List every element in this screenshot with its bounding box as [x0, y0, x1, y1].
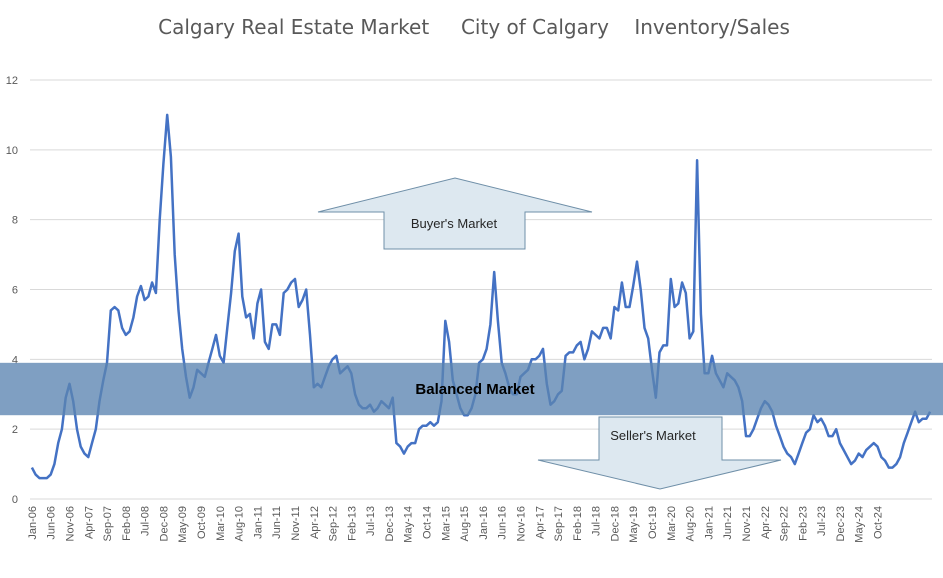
x-tick-label: Oct-14 [422, 506, 434, 539]
x-tick-label: Mar-20 [666, 506, 678, 541]
x-tick-label: Jul-08 [140, 506, 152, 536]
x-tick-label: Jun-11 [271, 506, 283, 539]
x-tick-label: Dec-13 [384, 506, 396, 541]
sellers-market-label: Seller's Market [610, 428, 696, 443]
y-tick-label: 6 [12, 285, 18, 297]
x-tick-label: Jul-23 [816, 506, 828, 536]
x-tick-label: May-09 [177, 506, 189, 543]
x-tick-label: Dec-23 [835, 506, 847, 541]
y-tick-label: 0 [12, 494, 18, 506]
x-tick-label: May-24 [854, 506, 866, 543]
x-tick-label: Aug-15 [459, 506, 471, 541]
series-layer [30, 113, 932, 480]
sellers-market-arrow-group: Seller's Market [537, 416, 782, 490]
x-tick-label: May-14 [403, 506, 415, 543]
x-tick-label: Aug-20 [685, 506, 697, 541]
x-tick-label: Feb-18 [572, 506, 584, 541]
x-axis-tick-labels: Jan-06 Jun-06 Nov-06 Apr-07 Sep-07 Feb-08 Jul-… [27, 506, 885, 543]
x-tick-label: Jan-16 [478, 506, 490, 540]
x-tick-label: Jul-13 [365, 506, 377, 536]
buyers-market-label: Buyer's Market [411, 216, 498, 231]
x-tick-label: Nov-21 [741, 506, 753, 541]
x-tick-label: Nov-11 [290, 506, 302, 541]
x-tick-label: Feb-23 [797, 506, 809, 541]
balanced-market-label: Balanced Market [415, 381, 534, 398]
x-tick-label: Jun-16 [497, 506, 509, 540]
x-tick-label: Jul-18 [591, 506, 603, 536]
x-tick-label: Sep-12 [328, 506, 340, 541]
sellers-market-down-arrow [537, 416, 782, 490]
x-tick-label: Jan-11 [252, 506, 264, 539]
x-tick-label: Apr-17 [534, 506, 546, 539]
chart-title: Calgary Real Estate Market City of Calga… [158, 15, 790, 39]
x-tick-label: Mar-10 [215, 506, 227, 541]
series-line-inventory-sales [30, 113, 932, 480]
balanced-market-band-group: Balanced Market [0, 362, 943, 416]
y-tick-label: 10 [6, 145, 18, 157]
y-tick-label: 8 [12, 215, 18, 227]
x-tick-label: Sep-22 [779, 506, 791, 541]
x-tick-label: Feb-08 [121, 506, 133, 541]
x-tick-label: Oct-09 [196, 506, 208, 539]
x-tick-label: Apr-07 [83, 506, 95, 539]
x-tick-label: Nov-06 [64, 506, 76, 541]
x-tick-label: Feb-13 [346, 506, 358, 541]
x-tick-label: Dec-08 [158, 506, 170, 541]
y-axis-tick-labels: 0 2 4 6 8 10 12 [6, 75, 18, 506]
x-tick-label: Sep-07 [102, 506, 114, 541]
x-tick-label: Nov-16 [515, 506, 527, 541]
x-tick-label: Jun-06 [46, 506, 58, 540]
y-tick-label: 12 [6, 75, 18, 87]
x-tick-label: Jan-21 [703, 506, 715, 540]
x-tick-label: Apr-12 [309, 506, 321, 539]
balanced-market-band [0, 362, 943, 416]
x-tick-label: Dec-18 [609, 506, 621, 541]
buyers-market-arrow-group: Buyer's Market [317, 177, 593, 250]
y-tick-label: 4 [12, 354, 18, 366]
x-tick-label: Jun-21 [722, 506, 734, 540]
x-tick-label: Oct-19 [647, 506, 659, 539]
x-tick-label: May-19 [628, 506, 640, 543]
x-tick-label: Sep-17 [553, 506, 565, 541]
x-tick-label: Oct-24 [873, 506, 885, 539]
x-tick-label: Aug-10 [234, 506, 246, 541]
x-tick-label: Mar-15 [440, 506, 452, 541]
buyers-market-up-arrow [317, 177, 593, 250]
y-tick-label: 2 [12, 424, 18, 436]
x-tick-label: Apr-22 [760, 506, 772, 539]
x-tick-label: Jan-06 [27, 506, 39, 540]
